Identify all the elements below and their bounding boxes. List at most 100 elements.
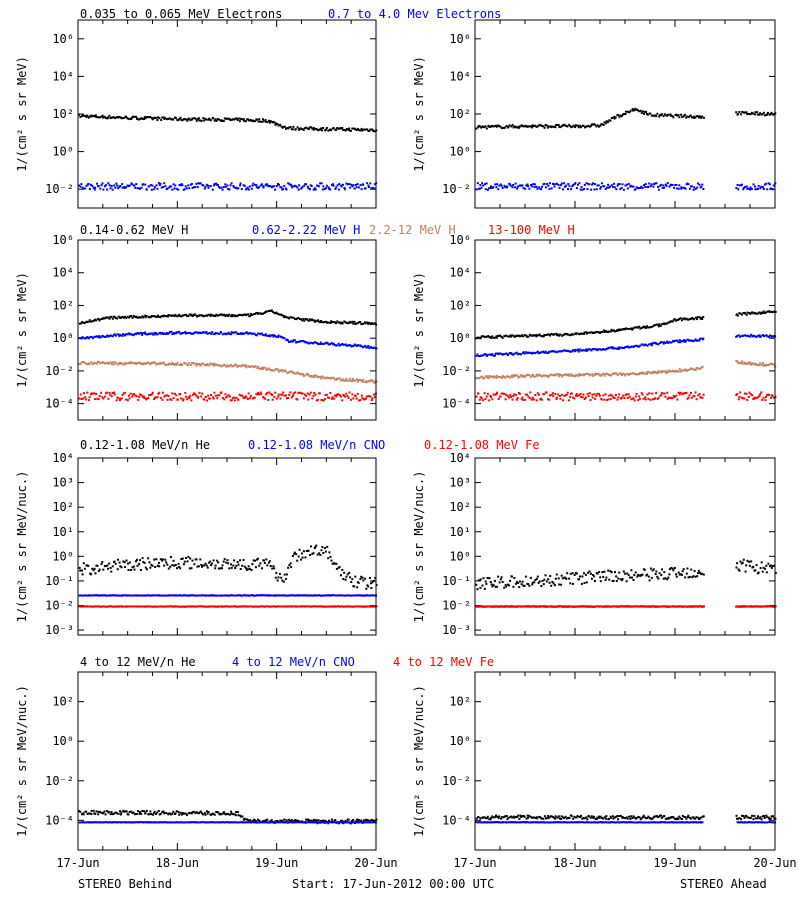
data-point [196, 331, 199, 334]
data-point [186, 560, 189, 563]
data-point [94, 186, 97, 189]
data-point [99, 336, 102, 339]
data-point [664, 322, 667, 325]
data-point [189, 364, 192, 366]
data-point [147, 397, 150, 400]
data-point [563, 349, 566, 352]
data-point [286, 316, 289, 319]
data-point [79, 569, 82, 572]
data-point [735, 566, 738, 569]
data-point [154, 566, 157, 568]
data-point [267, 561, 270, 564]
data-point [327, 605, 330, 608]
data-point [219, 813, 222, 816]
data-point [109, 567, 112, 569]
data-point [310, 185, 313, 187]
data-point [626, 572, 629, 575]
data-point [738, 184, 741, 187]
data-point [239, 365, 242, 368]
data-point [110, 185, 113, 187]
data-point [244, 818, 247, 821]
data-point [350, 321, 352, 324]
data-point [373, 130, 376, 133]
data-point [665, 370, 668, 373]
data-point [184, 362, 187, 365]
data-point [81, 361, 84, 363]
data-point [78, 566, 81, 569]
data-point [230, 810, 233, 813]
data-point [78, 605, 81, 608]
data-point [543, 182, 546, 185]
data-point [490, 185, 492, 188]
data-point [759, 393, 762, 396]
data-point [353, 605, 356, 608]
data-point [235, 364, 238, 367]
data-point [247, 332, 250, 335]
data-point [248, 567, 251, 570]
data-point [101, 114, 104, 117]
data-point [100, 318, 103, 321]
data-point [201, 594, 204, 597]
data-point [770, 187, 773, 190]
data-point [614, 347, 617, 350]
data-point [169, 330, 172, 333]
data-point [650, 114, 653, 117]
data-point [359, 184, 362, 187]
data-point [163, 332, 166, 335]
data-point [243, 184, 246, 187]
data-point [276, 579, 279, 582]
data-point [552, 605, 555, 608]
legend-label: 0.14-0.62 MeV H [80, 223, 188, 237]
data-point [119, 333, 122, 336]
data-point [648, 605, 651, 608]
data-point [122, 316, 125, 319]
data-point [616, 329, 619, 331]
data-point [701, 183, 704, 186]
data-point [365, 381, 368, 384]
data-point [369, 605, 372, 608]
data-point [231, 605, 234, 608]
data-point [295, 372, 298, 375]
data-point [227, 605, 229, 608]
data-point [529, 352, 532, 354]
data-point [237, 814, 240, 817]
data-point [771, 311, 774, 314]
data-point [127, 118, 130, 121]
data-point [335, 562, 338, 565]
data-point [558, 186, 561, 189]
data-point [244, 120, 247, 123]
data-point [147, 594, 150, 597]
data-point [204, 314, 207, 317]
data-point [306, 318, 309, 321]
data-point [108, 811, 111, 814]
data-point [276, 123, 279, 126]
data-point [92, 569, 95, 572]
data-point [548, 188, 551, 190]
data-point [362, 345, 365, 348]
data-point [635, 393, 638, 395]
data-point [352, 605, 355, 608]
data-point [648, 182, 651, 185]
data-point [126, 605, 129, 608]
data-point [625, 580, 628, 583]
data-point [600, 331, 603, 334]
data-point [348, 183, 351, 185]
data-point [484, 580, 487, 583]
data-point [357, 127, 359, 130]
data-point [372, 579, 375, 582]
data-point [298, 594, 301, 597]
data-point [639, 109, 642, 112]
data-point [119, 399, 121, 402]
data-point [532, 605, 535, 608]
data-point [623, 373, 626, 376]
data-point [695, 316, 697, 319]
data-point [268, 368, 271, 371]
data-point [98, 318, 101, 321]
data-point [186, 119, 189, 122]
data-point [617, 396, 620, 399]
data-point [139, 361, 142, 364]
data-point [155, 558, 158, 561]
data-point [372, 186, 374, 189]
data-point [345, 344, 348, 347]
data-point [616, 605, 619, 608]
